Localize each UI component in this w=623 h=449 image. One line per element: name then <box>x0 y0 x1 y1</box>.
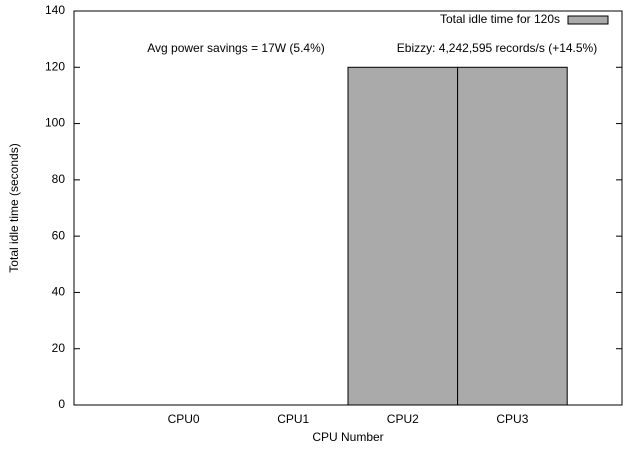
annotation: Avg power savings = 17W (5.4%) <box>147 41 325 55</box>
x-tick-label: CPU2 <box>387 412 419 426</box>
legend-label: Total idle time for 120s <box>440 12 560 26</box>
y-tick-label: 20 <box>52 341 66 355</box>
x-tick-label: CPU3 <box>496 412 528 426</box>
y-tick-label: 120 <box>45 59 65 73</box>
y-tick-label: 80 <box>52 172 66 186</box>
y-tick-label: 100 <box>45 116 65 130</box>
y-axis-label: Total idle time (seconds) <box>7 143 21 272</box>
bar <box>347 66 459 406</box>
legend-swatch <box>567 15 609 25</box>
x-tick-label: CPU1 <box>277 412 309 426</box>
bar <box>457 66 568 406</box>
x-axis-label: CPU Number <box>312 430 383 444</box>
y-tick-label: 0 <box>58 397 65 411</box>
annotation: Ebizzy: 4,242,595 records/s (+14.5%) <box>397 41 597 55</box>
y-tick-label: 40 <box>52 285 66 299</box>
y-tick-label: 140 <box>45 3 65 17</box>
x-tick-label: CPU0 <box>168 412 200 426</box>
y-tick-label: 60 <box>52 228 66 242</box>
